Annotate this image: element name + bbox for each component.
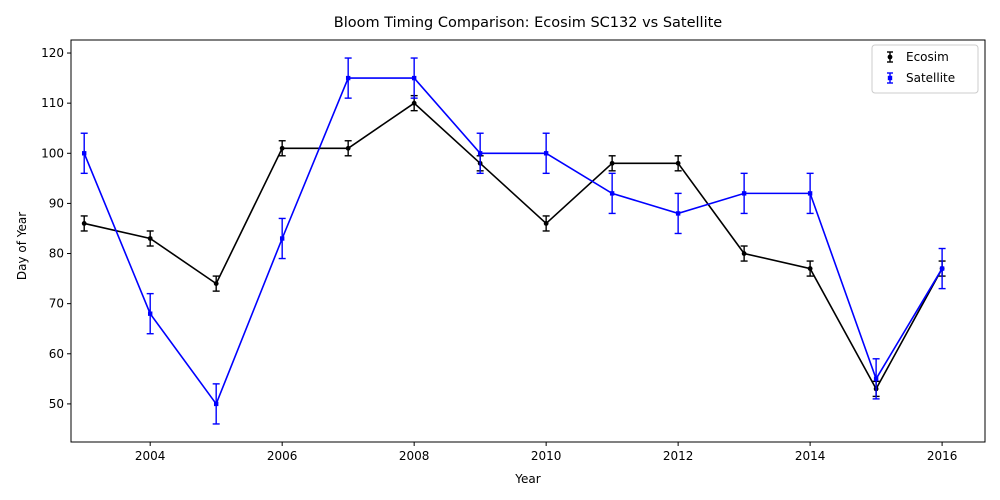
data-point — [213, 281, 219, 287]
y-tick-label: 80 — [49, 247, 64, 261]
x-tick-label: 2006 — [267, 449, 298, 463]
data-point — [807, 191, 813, 196]
x-tick-label: 2016 — [927, 449, 958, 463]
y-tick-label: 70 — [49, 297, 64, 311]
series-ecosim — [80, 94, 946, 398]
data-point — [807, 266, 813, 271]
data-point — [873, 376, 879, 382]
data-point — [543, 221, 549, 226]
y-tick-label: 100 — [41, 146, 64, 160]
data-point — [81, 221, 87, 226]
data-point — [345, 75, 351, 81]
legend-box — [871, 44, 979, 94]
plot-area — [80, 57, 946, 425]
data-point — [411, 100, 417, 106]
data-point — [939, 266, 945, 271]
data-point — [81, 151, 87, 156]
data-point — [543, 151, 549, 156]
legend-marker — [887, 75, 893, 81]
data-point — [609, 191, 615, 196]
data-point — [411, 75, 417, 81]
x-axis-label: Year — [514, 472, 540, 486]
plot-frame — [70, 39, 986, 443]
data-point — [477, 151, 483, 156]
data-point — [213, 401, 219, 407]
legend: Ecosim Satellite — [871, 44, 979, 94]
y-tick-label: 60 — [49, 347, 64, 361]
series-satellite — [80, 57, 946, 425]
series-line — [84, 102, 943, 391]
data-point — [741, 251, 747, 256]
y-axis-label: Day of Year — [15, 212, 29, 280]
x-tick-label: 2012 — [663, 449, 694, 463]
x-tick-label: 2008 — [399, 449, 430, 463]
y-tick-label: 90 — [49, 196, 64, 210]
y-axis: 50 60 70 80 90 100 110 120 — [41, 46, 71, 411]
x-tick-label: 2014 — [795, 449, 826, 463]
data-point — [147, 236, 153, 241]
y-tick-label: 110 — [41, 96, 64, 110]
y-tick-label: 50 — [49, 397, 64, 411]
data-point — [345, 145, 351, 151]
data-point — [279, 236, 285, 241]
y-tick-label: 120 — [41, 46, 64, 60]
x-tick-label: 2004 — [135, 449, 166, 463]
legend-marker — [887, 54, 893, 60]
legend-entry-satellite: Satellite — [906, 71, 955, 85]
chart-title: Bloom Timing Comparison: Ecosim SC132 vs… — [334, 15, 723, 31]
series-line — [83, 77, 943, 406]
x-tick-label: 2010 — [531, 449, 562, 463]
data-point — [147, 311, 153, 316]
data-point — [675, 160, 681, 166]
legend-entry-ecosim: Ecosim — [906, 50, 949, 64]
data-point — [675, 211, 681, 216]
data-point — [609, 160, 615, 166]
data-point — [279, 145, 285, 151]
x-axis: 2004 2006 2008 2010 2012 2014 2016 — [135, 442, 957, 463]
data-point — [741, 191, 747, 196]
